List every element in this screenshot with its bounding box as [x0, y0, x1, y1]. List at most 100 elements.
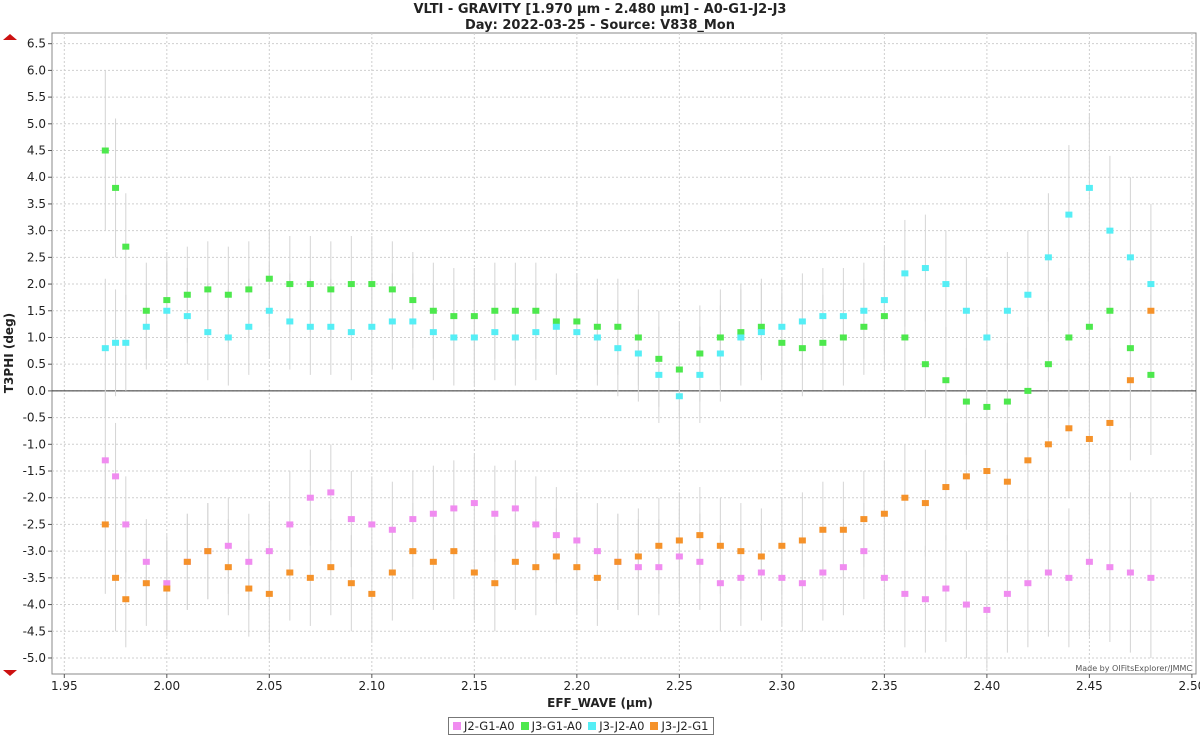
- data-point: [347, 580, 355, 587]
- data-point: [573, 537, 581, 544]
- data-point: [450, 505, 458, 512]
- y-tick-label: 6.0: [27, 63, 46, 77]
- data-point: [409, 318, 417, 325]
- y-tick-label: 3.5: [27, 197, 46, 211]
- data-point: [491, 329, 499, 336]
- data-point: [347, 516, 355, 523]
- data-point: [675, 393, 683, 400]
- data-point: [183, 291, 191, 298]
- data-point: [491, 580, 499, 587]
- data-point: [737, 574, 745, 581]
- data-point: [757, 323, 765, 330]
- data-point: [1065, 574, 1073, 581]
- data-point: [614, 558, 622, 565]
- data-point: [1065, 425, 1073, 432]
- data-point: [122, 521, 130, 528]
- watermark: Made by OIFitsExplorer/JMMC: [1075, 664, 1192, 673]
- data-point: [778, 323, 786, 330]
- data-point: [757, 569, 765, 576]
- data-point: [614, 323, 622, 330]
- data-point: [921, 500, 929, 507]
- legend-label: J3-J2-A0: [599, 719, 645, 733]
- data-point: [716, 334, 724, 341]
- y-tick-label: -0.5: [23, 411, 46, 425]
- legend-item[interactable]: J3-G1-A0: [520, 719, 582, 733]
- y-tick-label: 5.0: [27, 117, 46, 131]
- data-point: [778, 574, 786, 581]
- y-tick-label: -4.5: [23, 624, 46, 638]
- data-point: [1106, 419, 1114, 426]
- scroll-down-arrow-icon[interactable]: [3, 670, 17, 676]
- data-point: [511, 505, 519, 512]
- data-point: [204, 329, 212, 336]
- data-point: [1126, 569, 1134, 576]
- data-point: [839, 526, 847, 533]
- data-point: [224, 291, 232, 298]
- data-point: [112, 473, 120, 480]
- data-point: [409, 297, 417, 304]
- data-point: [839, 313, 847, 320]
- data-point: [634, 350, 642, 357]
- y-tick-label: 2.0: [27, 277, 46, 291]
- legend: J2-G1-A0 J3-G1-A0 J3-J2-A0 J3-J2-G1: [448, 717, 714, 735]
- legend-item[interactable]: J3-J2-G1: [650, 719, 709, 733]
- data-point: [573, 564, 581, 571]
- y-axis-label: T3PHI (deg): [2, 313, 16, 393]
- data-point: [696, 532, 704, 539]
- data-point: [142, 323, 150, 330]
- data-point: [675, 537, 683, 544]
- data-point: [101, 457, 109, 464]
- data-point: [655, 371, 663, 378]
- y-tick-label: 4.5: [27, 144, 46, 158]
- data-point: [880, 510, 888, 517]
- scroll-up-arrow-icon[interactable]: [3, 34, 17, 40]
- data-point: [327, 323, 335, 330]
- data-point: [552, 532, 560, 539]
- data-point: [470, 334, 478, 341]
- x-tick-label: 2.05: [256, 679, 283, 693]
- data-point: [737, 329, 745, 336]
- data-point: [101, 345, 109, 352]
- legend-item[interactable]: J2-G1-A0: [453, 719, 515, 733]
- data-point: [368, 281, 376, 288]
- y-tick-label: -2.0: [23, 491, 46, 505]
- data-point: [962, 307, 970, 314]
- y-tick-label: 0.0: [27, 384, 46, 398]
- data-point: [798, 580, 806, 587]
- y-tick-label: -1.5: [23, 464, 46, 478]
- data-point: [798, 318, 806, 325]
- data-point: [1003, 398, 1011, 405]
- data-point: [532, 564, 540, 571]
- y-tick-label: -3.5: [23, 571, 46, 585]
- data-point: [347, 281, 355, 288]
- data-point: [1106, 227, 1114, 234]
- data-point: [245, 558, 253, 565]
- legend-swatch: [520, 722, 529, 730]
- data-point: [778, 339, 786, 346]
- data-point: [942, 484, 950, 491]
- data-point: [163, 297, 171, 304]
- data-point: [716, 350, 724, 357]
- data-point: [983, 334, 991, 341]
- data-point: [757, 329, 765, 336]
- y-tick-label: 4.0: [27, 170, 46, 184]
- y-tick-label: 0.5: [27, 357, 46, 371]
- legend-item[interactable]: J3-J2-A0: [588, 719, 644, 733]
- y-tick-label: 2.5: [27, 250, 46, 264]
- data-points: [101, 147, 1155, 613]
- data-point: [306, 494, 314, 501]
- y-tick-label: 1.5: [27, 304, 46, 318]
- data-point: [112, 184, 120, 191]
- data-point: [245, 286, 253, 293]
- data-point: [306, 574, 314, 581]
- y-tick-label: 6.5: [27, 37, 46, 51]
- data-point: [429, 558, 437, 565]
- data-point: [634, 334, 642, 341]
- data-point: [737, 334, 745, 341]
- legend-label: J3-J2-G1: [661, 719, 709, 733]
- y-tick-label: -2.5: [23, 517, 46, 531]
- data-point: [204, 286, 212, 293]
- x-tick-label: 2.40: [974, 679, 1001, 693]
- data-point: [1024, 291, 1032, 298]
- data-point: [1126, 254, 1134, 261]
